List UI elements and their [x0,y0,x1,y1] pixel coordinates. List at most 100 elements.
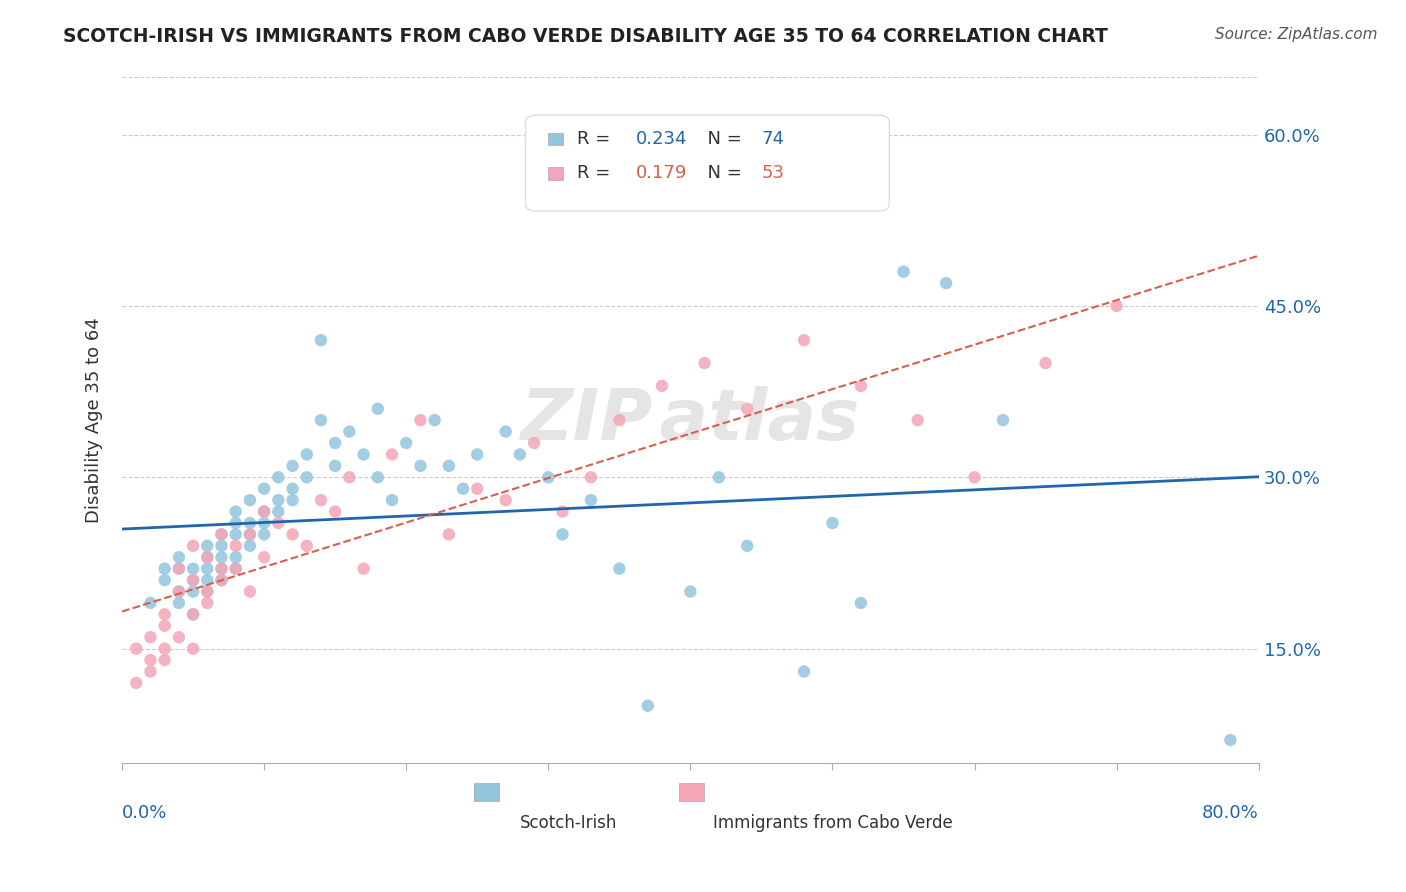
Point [409,413,432,427]
Point [181,573,204,587]
Point [607,562,630,576]
Point [381,493,404,508]
Point [821,516,844,530]
Point [551,527,574,541]
Text: Immigrants from Cabo Verde: Immigrants from Cabo Verde [713,814,953,832]
Point [195,584,218,599]
Point [225,516,247,530]
Point [395,436,418,450]
Point [281,527,304,541]
Point [153,573,176,587]
Point [139,630,162,644]
Point [181,607,204,622]
Point [295,470,318,484]
Point [253,550,276,565]
Point [793,665,815,679]
Point [735,539,758,553]
Point [239,516,262,530]
Point [153,607,176,622]
FancyBboxPatch shape [548,167,562,179]
Point [409,458,432,473]
Point [195,573,218,587]
Point [309,413,332,427]
Point [437,527,460,541]
Point [167,550,190,565]
Point [465,482,488,496]
Point [167,584,190,599]
Point [167,596,190,610]
Point [211,562,233,576]
Point [337,425,360,439]
Text: Source: ZipAtlas.com: Source: ZipAtlas.com [1215,27,1378,42]
Point [309,333,332,347]
Point [281,458,304,473]
Point [281,493,304,508]
Point [253,504,276,518]
Point [353,447,375,461]
Point [225,527,247,541]
Point [167,562,190,576]
Point [579,470,602,484]
Point [211,573,233,587]
Text: 74: 74 [762,130,785,148]
Text: 0.234: 0.234 [636,130,688,148]
Point [125,676,148,690]
Text: N =: N = [696,130,748,148]
Point [267,493,290,508]
Point [267,504,290,518]
Point [551,504,574,518]
Point [495,425,517,439]
Point [225,550,247,565]
Point [239,584,262,599]
Point [1035,356,1057,370]
Point [139,653,162,667]
Point [651,379,673,393]
Point [195,584,218,599]
Point [195,550,218,565]
Point [353,562,375,576]
Point [367,401,389,416]
Point [225,539,247,553]
Point [735,401,758,416]
Point [849,596,872,610]
Point [267,470,290,484]
Point [991,413,1014,427]
Text: R =: R = [576,130,616,148]
Point [153,641,176,656]
Y-axis label: Disability Age 35 to 64: Disability Age 35 to 64 [86,318,103,523]
Point [323,458,346,473]
Point [281,482,304,496]
Point [225,562,247,576]
Point [337,470,360,484]
Point [181,641,204,656]
Point [211,562,233,576]
Point [607,413,630,427]
Point [679,584,702,599]
Point [153,619,176,633]
Point [793,333,815,347]
Point [253,516,276,530]
Point [239,527,262,541]
Text: 0.179: 0.179 [636,164,688,182]
Point [907,413,929,427]
Point [195,562,218,576]
FancyBboxPatch shape [548,133,562,145]
Point [139,665,162,679]
Text: SCOTCH-IRISH VS IMMIGRANTS FROM CABO VERDE DISABILITY AGE 35 TO 64 CORRELATION C: SCOTCH-IRISH VS IMMIGRANTS FROM CABO VER… [63,27,1108,45]
Point [211,527,233,541]
Point [253,504,276,518]
Point [239,539,262,553]
Text: N =: N = [696,164,748,182]
Text: ZIP atlas: ZIP atlas [520,385,860,455]
Point [295,447,318,461]
Point [693,356,716,370]
Point [181,539,204,553]
Point [423,413,446,427]
Point [167,562,190,576]
Point [225,562,247,576]
Point [239,527,262,541]
Point [963,470,986,484]
Point [181,573,204,587]
Point [367,470,389,484]
Text: 80.0%: 80.0% [1202,804,1258,822]
